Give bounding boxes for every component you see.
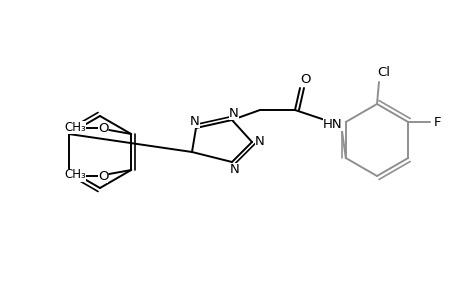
Text: CH₃: CH₃ — [64, 169, 86, 182]
Text: N: N — [190, 115, 200, 128]
Text: O: O — [98, 122, 108, 134]
Text: N: N — [255, 134, 264, 148]
Text: Cl: Cl — [377, 65, 390, 79]
Text: N: N — [230, 163, 239, 176]
Text: O: O — [98, 169, 108, 182]
Text: CH₃: CH₃ — [64, 121, 86, 134]
Text: HN: HN — [323, 118, 342, 130]
Text: O: O — [300, 73, 311, 85]
Text: F: F — [432, 116, 440, 128]
Text: N: N — [229, 106, 238, 119]
